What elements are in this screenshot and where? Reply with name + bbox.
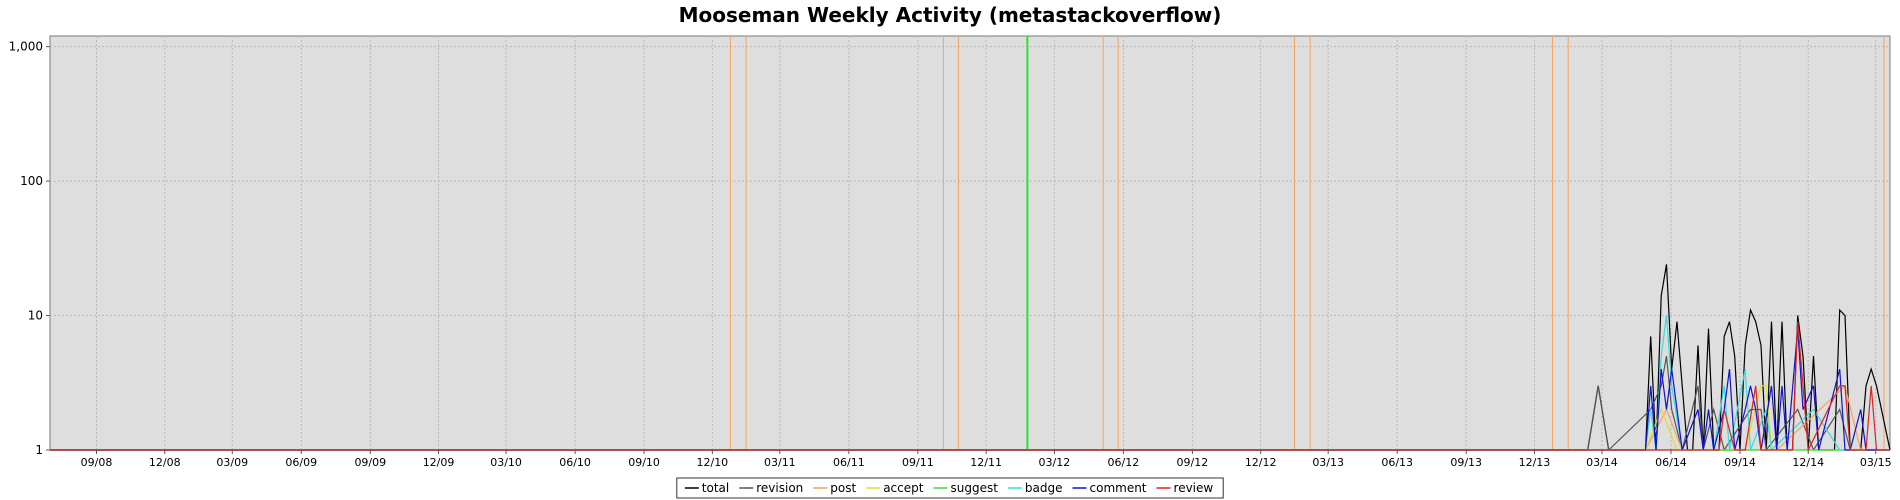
y-tick-label: 1	[35, 443, 43, 457]
series-line-comment	[50, 328, 1890, 451]
x-tick-label: 09/13	[1450, 456, 1482, 469]
y-tick-label: 100	[20, 174, 43, 188]
legend-item-badge: badge	[1007, 481, 1063, 495]
x-tick-label: 06/13	[1381, 456, 1413, 469]
x-tick-label: 12/10	[696, 456, 728, 469]
y-axis: 1 10 100 1,000	[9, 40, 50, 457]
legend-label: comment	[1090, 481, 1147, 495]
x-tick-label: 03/14	[1586, 456, 1618, 469]
x-tick-label: 09/09	[354, 456, 386, 469]
x-tick-label: 03/15	[1860, 456, 1892, 469]
x-tick-label: 03/10	[490, 456, 522, 469]
legend-label: post	[830, 481, 856, 495]
series-lines	[50, 264, 1891, 453]
legend-label: revision	[756, 481, 803, 495]
x-tick-label: 12/11	[970, 456, 1002, 469]
series-line-review	[50, 321, 1890, 453]
x-tick-label: 06/09	[285, 456, 317, 469]
x-tick-label: 09/10	[628, 456, 660, 469]
legend-item-accept: accept	[866, 481, 924, 495]
y-tick-label: 1,000	[9, 40, 43, 54]
x-tick-label: 12/13	[1519, 456, 1551, 469]
legend-item-total: total	[684, 481, 729, 495]
x-tick-label: 06/10	[559, 456, 591, 469]
legend-label: accept	[883, 481, 924, 495]
legend-item-comment: comment	[1072, 481, 1147, 495]
x-tick-label: 03/11	[764, 456, 796, 469]
x-tick-label: 09/14	[1724, 456, 1756, 469]
legend-item-suggest: suggest	[933, 481, 998, 495]
x-tick-label: 03/13	[1312, 456, 1344, 469]
x-tick-label: 03/09	[216, 456, 248, 469]
x-tick-label: 06/11	[833, 456, 865, 469]
legend-box	[676, 477, 1224, 499]
legend-label: total	[702, 481, 729, 495]
plot-area	[49, 35, 1891, 451]
y-tick-label: 10	[28, 309, 43, 323]
chart-title: Mooseman Weekly Activity (metastackoverf…	[679, 3, 1222, 27]
legend-label: review	[1174, 481, 1214, 495]
x-tick-label: 12/14	[1792, 456, 1824, 469]
x-axis: 09/08 12/08 03/09 06/09 09/09 12/09 03/10 06/10…	[81, 450, 1892, 469]
x-tick-label: 09/11	[902, 456, 934, 469]
x-tick-label: 06/14	[1655, 456, 1687, 469]
legend-item-post: post	[813, 481, 856, 495]
x-tick-label: 09/12	[1177, 456, 1209, 469]
x-tick-label: 03/12	[1039, 456, 1071, 469]
legend-item-revision: revision	[739, 481, 803, 495]
x-tick-label: 12/12	[1245, 456, 1277, 469]
x-tick-label: 12/09	[423, 456, 455, 469]
legend-item-review: review	[1156, 481, 1214, 495]
x-tick-label: 12/08	[149, 456, 181, 469]
legend: total revision post accept suggest badge comme…	[676, 477, 1224, 499]
legend-label: badge	[1025, 481, 1063, 495]
legend-label: suggest	[950, 481, 998, 495]
x-tick-label: 09/08	[81, 456, 113, 469]
event-lines	[729, 36, 1885, 450]
series-line-total	[50, 264, 1891, 451]
x-tick-label: 06/12	[1108, 456, 1140, 469]
